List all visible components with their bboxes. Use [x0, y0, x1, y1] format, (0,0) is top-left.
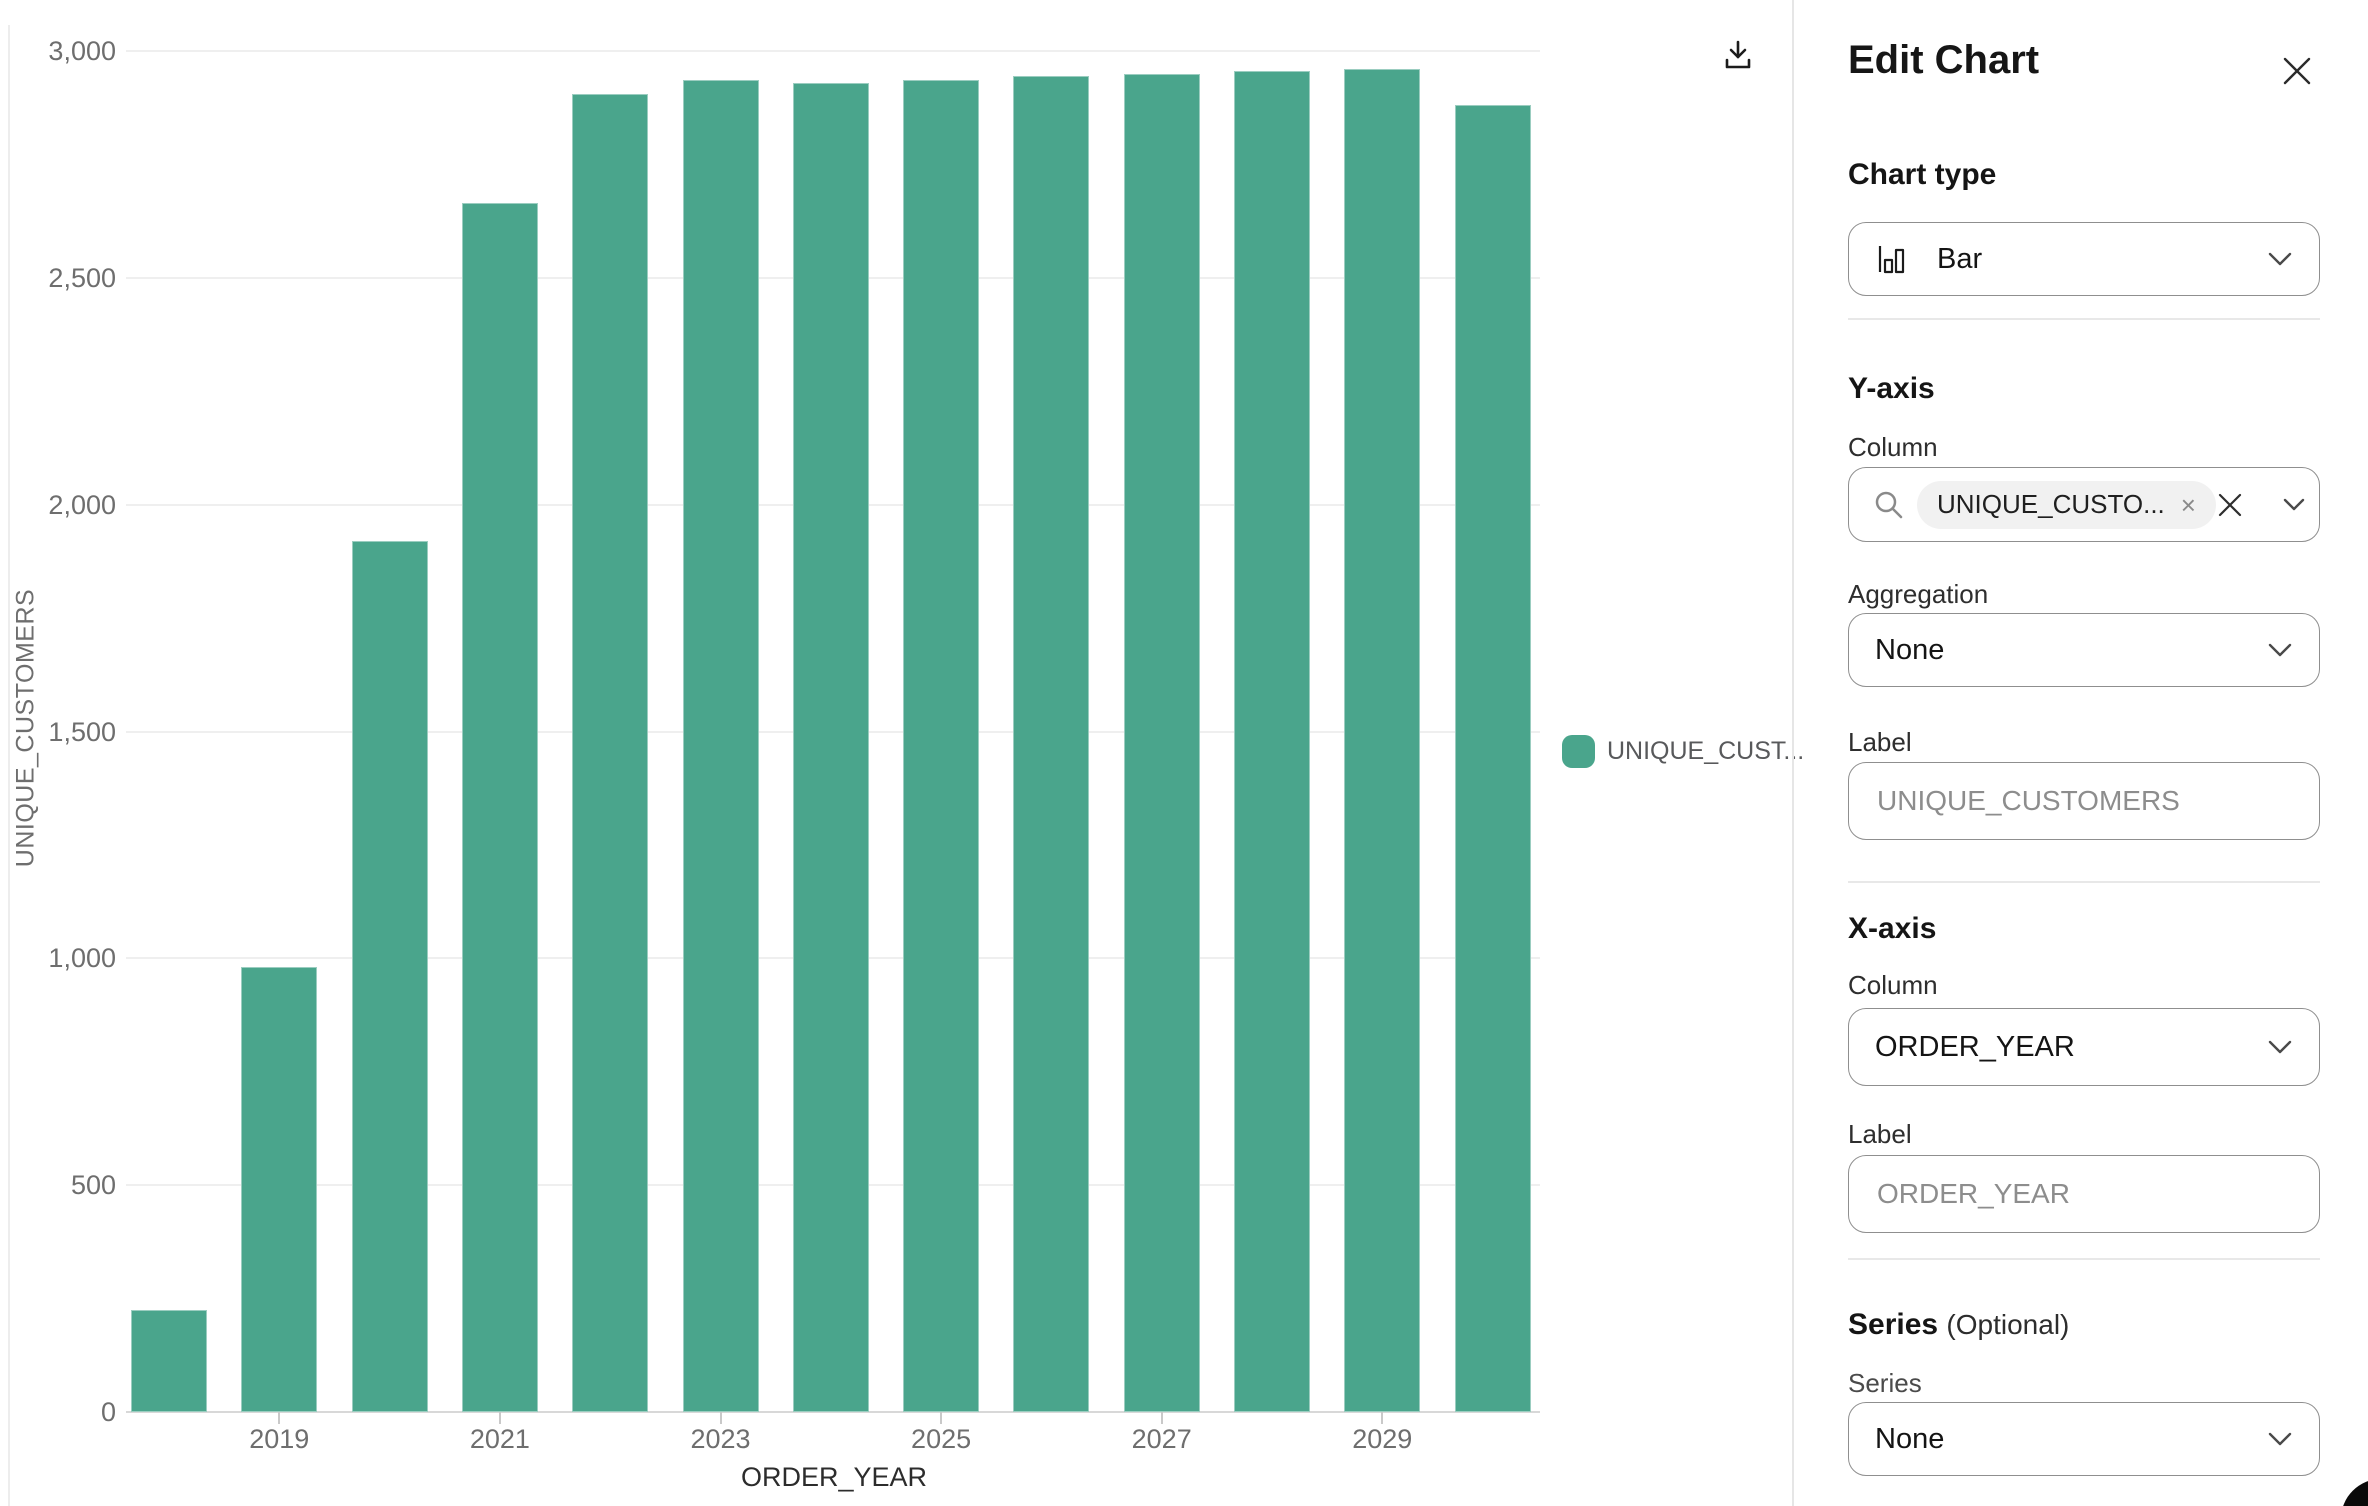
bar-chart-plot: 0 500 1,000 1,500 2,000 2,500 3,000 2019 2021 202… [48, 36, 1540, 1454]
aggregation-label: Aggregation [1848, 579, 1989, 609]
bar-2024[interactable] [792, 82, 869, 1412]
chip-label: UNIQUE_CUSTO... [1937, 489, 2165, 519]
series-label: Series [1848, 1368, 1922, 1398]
chevron-down-icon [2267, 251, 2293, 267]
y-tick-label: 500 [70, 1170, 116, 1201]
y-tick-label: 2,500 [48, 262, 116, 293]
x-tick-mark [498, 1412, 501, 1424]
x-tick-mark [940, 1412, 943, 1424]
x-tick-mark [1381, 1412, 1384, 1424]
y-tick-label: 2,000 [48, 489, 116, 520]
bar-2027[interactable] [1123, 73, 1200, 1412]
search-icon [1873, 489, 1905, 521]
y-tick-label: 1,500 [48, 716, 116, 747]
x-label-label: Label [1848, 1119, 1912, 1149]
close-icon [2281, 55, 2313, 87]
bar-2018[interactable] [131, 1309, 207, 1412]
floating-action-button[interactable] [2341, 1479, 2368, 1506]
x-axis-heading: X-axis [1848, 912, 1937, 945]
x-tick-label: 2021 [469, 1424, 530, 1454]
x-tick-label: 2019 [249, 1424, 310, 1454]
x-tick-label: 2023 [690, 1424, 751, 1454]
remove-icon[interactable]: × [2180, 489, 2196, 520]
download-icon [1718, 34, 1758, 74]
x-tick-label: 2027 [1131, 1424, 1192, 1454]
x-tick-label: 2029 [1352, 1424, 1413, 1454]
bar-chart-icon [1875, 241, 1911, 277]
section-divider [1848, 1258, 2320, 1260]
section-divider [1848, 881, 2320, 883]
legend-label: UNIQUE_CUST... [1607, 737, 1805, 765]
section-divider [1848, 318, 2320, 320]
chart-type-heading: Chart type [1848, 158, 1997, 191]
close-panel-button[interactable] [2274, 48, 2320, 94]
chart-type-select[interactable]: Bar [1848, 222, 2320, 296]
bar-2023[interactable] [682, 80, 759, 1412]
panel-title: Edit Chart [1848, 38, 2040, 82]
chevron-down-icon [2267, 1431, 2293, 1447]
clear-selection-button[interactable] [2216, 491, 2244, 519]
panel-divider [1792, 0, 1794, 1506]
x-axis-label-input[interactable] [1848, 1155, 2320, 1233]
series-heading: Series (Optional) [1848, 1308, 2070, 1341]
bar-2028[interactable] [1234, 71, 1310, 1412]
bar-2020[interactable] [351, 540, 428, 1412]
bar-2030[interactable] [1454, 105, 1531, 1412]
selected-column-chip[interactable]: UNIQUE_CUSTO... × [1917, 480, 2216, 529]
y-tick-label: 0 [100, 1397, 116, 1427]
download-chart-button[interactable] [1712, 28, 1764, 80]
series-optional-label: (Optional) [1946, 1309, 2070, 1340]
y-tick-label: 1,000 [48, 943, 116, 974]
x-axis-title: ORDER_YEAR [740, 1462, 928, 1492]
y-column-label: Column [1848, 432, 1938, 462]
legend-swatch [1562, 735, 1595, 768]
series-value: None [1875, 1422, 1945, 1455]
y-axis-title: UNIQUE_CUSTOMERS [11, 588, 40, 868]
clear-icon [2216, 491, 2244, 519]
x-tick-mark [278, 1412, 281, 1424]
legend[interactable]: UNIQUE_CUST... [1562, 735, 1804, 768]
chevron-down-icon [2267, 642, 2293, 658]
bar-2025[interactable] [903, 80, 980, 1412]
x-column-label: Column [1848, 970, 1938, 1000]
x-tick-label: 2025 [911, 1424, 972, 1454]
bar-2022[interactable] [572, 94, 649, 1412]
x-axis-line [126, 1411, 1540, 1413]
x-column-value: ORDER_YEAR [1875, 1030, 2075, 1063]
bar-2029[interactable] [1344, 69, 1421, 1412]
chart-type-value: Bar [1937, 242, 1983, 275]
y-label-label: Label [1848, 727, 1912, 757]
x-column-select[interactable]: ORDER_YEAR [1848, 1008, 2320, 1086]
series-select[interactable]: None [1848, 1402, 2320, 1476]
chevron-down-icon [2267, 1039, 2293, 1055]
gridline [126, 50, 1540, 52]
x-tick-mark [719, 1412, 722, 1424]
y-column-combobox[interactable]: UNIQUE_CUSTO... × [1848, 467, 2320, 542]
chevron-down-icon[interactable] [2282, 497, 2306, 512]
y-axis-heading: Y-axis [1848, 372, 1935, 405]
x-tick-mark [1160, 1412, 1163, 1424]
aggregation-value: None [1875, 633, 1945, 666]
bar-2026[interactable] [1013, 75, 1090, 1412]
y-axis-label-input[interactable] [1848, 762, 2320, 840]
bar-2019[interactable] [241, 967, 318, 1412]
aggregation-select[interactable]: None [1848, 613, 2320, 687]
bar-2021[interactable] [461, 202, 538, 1412]
chart-card-left-border [8, 25, 10, 1506]
y-tick-label: 3,000 [48, 36, 116, 66]
